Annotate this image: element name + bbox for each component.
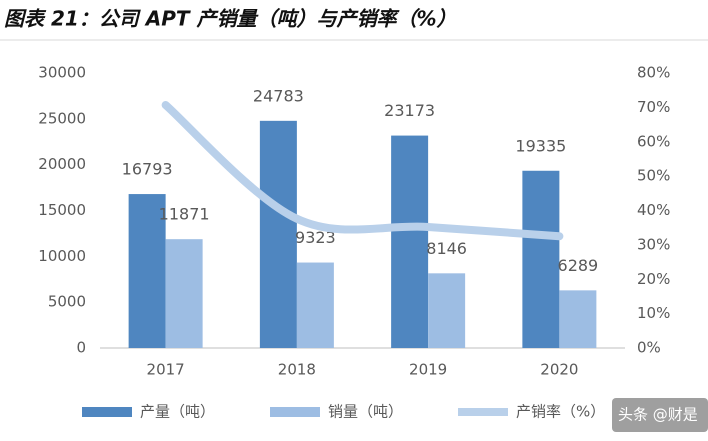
legend-label: 产销率（%） bbox=[516, 403, 605, 421]
y2-tick-label: 10% bbox=[637, 304, 670, 322]
y2-tick-label: 0% bbox=[637, 339, 661, 357]
y2-tick-label: 50% bbox=[637, 167, 670, 185]
watermark: 头条 @财是 bbox=[618, 406, 698, 424]
line bbox=[161, 100, 564, 241]
data-label: 8146 bbox=[426, 239, 467, 258]
x-tick-label: 2019 bbox=[409, 361, 447, 379]
bar bbox=[165, 239, 203, 348]
data-label: 24783 bbox=[253, 86, 304, 105]
bar bbox=[128, 194, 166, 348]
data-label: 23173 bbox=[384, 101, 435, 120]
bar bbox=[391, 135, 429, 348]
legend-label: 产量（吨） bbox=[140, 403, 215, 421]
data-label: 19335 bbox=[515, 136, 566, 155]
data-label: 16793 bbox=[122, 160, 173, 179]
bar bbox=[559, 290, 597, 348]
bar bbox=[428, 273, 466, 348]
bar bbox=[259, 120, 297, 348]
y2-tick-label: 40% bbox=[637, 201, 670, 219]
y2-tick-label: 70% bbox=[637, 98, 670, 116]
y2-tick-label: 80% bbox=[637, 64, 670, 82]
watermark-bg bbox=[612, 398, 708, 432]
y-tick-label: 30000 bbox=[38, 64, 86, 82]
data-label: 9323 bbox=[295, 228, 336, 247]
data-label: 6289 bbox=[558, 256, 599, 275]
y2-tick-label: 30% bbox=[637, 235, 670, 253]
x-tick-label: 2020 bbox=[540, 361, 578, 379]
legend-swatch bbox=[270, 407, 320, 417]
y-tick-label: 0 bbox=[76, 339, 86, 357]
y-tick-label: 10000 bbox=[38, 247, 86, 265]
y-tick-label: 25000 bbox=[38, 109, 86, 127]
bar bbox=[296, 262, 334, 348]
y-tick-label: 20000 bbox=[38, 155, 86, 173]
y-tick-label: 15000 bbox=[38, 201, 86, 219]
data-label: 11871 bbox=[159, 205, 210, 224]
y-tick-label: 5000 bbox=[48, 293, 86, 311]
legend-swatch bbox=[82, 407, 132, 417]
y2-tick-label: 20% bbox=[637, 270, 670, 288]
y2-tick-label: 60% bbox=[637, 132, 670, 150]
bar bbox=[522, 170, 560, 348]
chart-title: 图表 21：公司 APT 产销量（吨）与产销率（%） bbox=[4, 7, 457, 31]
x-tick-label: 2017 bbox=[147, 361, 185, 379]
x-tick-label: 2018 bbox=[278, 361, 316, 379]
legend-label: 销量（吨） bbox=[328, 403, 403, 421]
